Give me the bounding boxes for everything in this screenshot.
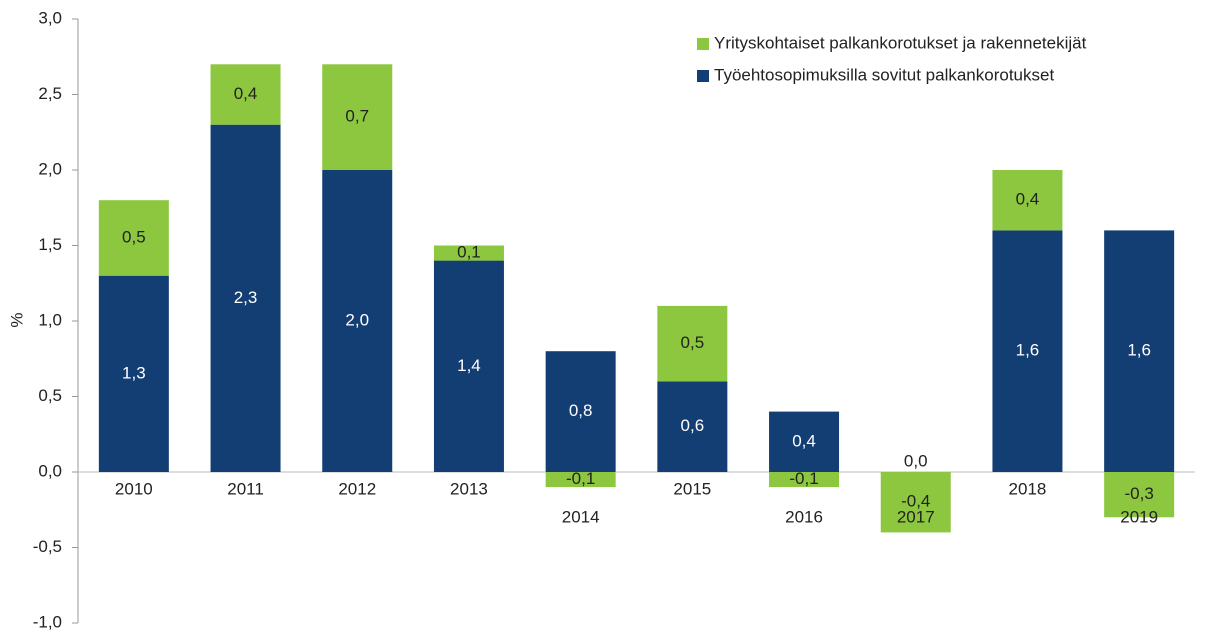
value-label: 1,4	[457, 356, 481, 375]
bar-segment	[1104, 472, 1175, 518]
value-label: 0,4	[1016, 190, 1040, 209]
x-tick-label: 2015	[673, 479, 711, 498]
bar-segment	[322, 64, 393, 170]
y-tick-label: 2,0	[38, 159, 62, 178]
value-label: 2,3	[234, 288, 258, 307]
value-label: 0,4	[234, 84, 258, 103]
y-tick-label: -0,5	[33, 537, 62, 556]
legend-swatch	[697, 38, 709, 50]
legend-label: Yrityskohtaiset palkankorotukset ja rake…	[714, 33, 1087, 52]
x-tick-label: 2013	[450, 479, 488, 498]
bar-segment	[1104, 230, 1175, 472]
value-label: -0,1	[789, 469, 818, 488]
bar-segment	[769, 411, 840, 472]
value-label: 1,6	[1016, 341, 1040, 360]
value-label: -0,3	[1125, 484, 1154, 503]
bar-segment	[992, 170, 1063, 231]
y-tick-label: -1,0	[33, 612, 62, 631]
x-tick-label: 2016	[785, 507, 823, 526]
bar-segment	[657, 381, 728, 472]
y-tick-label: 2,5	[38, 84, 62, 103]
value-label: 0,6	[681, 416, 705, 435]
value-label: 1,6	[1127, 341, 1151, 360]
y-axis-label: %	[7, 312, 26, 327]
x-tick-label: 2017	[897, 507, 935, 526]
value-label: -0,1	[566, 469, 595, 488]
bar-segment	[322, 170, 393, 472]
bar-segment	[545, 472, 616, 488]
value-label: 0,7	[345, 107, 369, 126]
legend-swatch	[697, 70, 709, 82]
x-tick-label: 2011	[227, 479, 264, 498]
y-tick-label: 3,0	[38, 8, 62, 27]
value-label: 2,0	[345, 310, 369, 329]
x-tick-label: 2014	[562, 507, 600, 526]
value-label: 0,1	[457, 243, 481, 262]
bar-segment	[880, 472, 951, 533]
y-tick-label: 0,5	[38, 386, 62, 405]
bar-segment	[98, 200, 169, 276]
bar-segment	[657, 305, 728, 382]
value-label: 0,5	[122, 227, 146, 246]
value-label: -0,4	[901, 492, 930, 511]
bar-segment	[433, 260, 504, 472]
bar-segment	[545, 351, 616, 472]
bar-segment	[98, 275, 169, 472]
legend-label: Työehtosopimuksilla sovitut palkankorotu…	[714, 65, 1054, 84]
y-tick-label: 0,0	[38, 461, 62, 480]
x-tick-label: 2012	[338, 479, 376, 498]
value-label: 1,3	[122, 363, 146, 382]
value-label: 0,0	[904, 451, 928, 470]
bar-segment	[992, 230, 1063, 472]
x-tick-label: 2019	[1120, 507, 1158, 526]
bar-segment	[210, 124, 281, 472]
bar-segment	[769, 472, 840, 488]
bar-segment	[433, 245, 504, 261]
bar-segment	[210, 64, 281, 125]
value-label: 0,4	[792, 431, 816, 450]
value-label: 0,8	[569, 401, 593, 420]
value-label: 0,5	[681, 333, 705, 352]
y-tick-label: 1,0	[38, 310, 62, 329]
x-tick-label: 2018	[1009, 479, 1047, 498]
y-tick-label: 1,5	[38, 235, 62, 254]
x-tick-label: 2010	[115, 479, 153, 498]
